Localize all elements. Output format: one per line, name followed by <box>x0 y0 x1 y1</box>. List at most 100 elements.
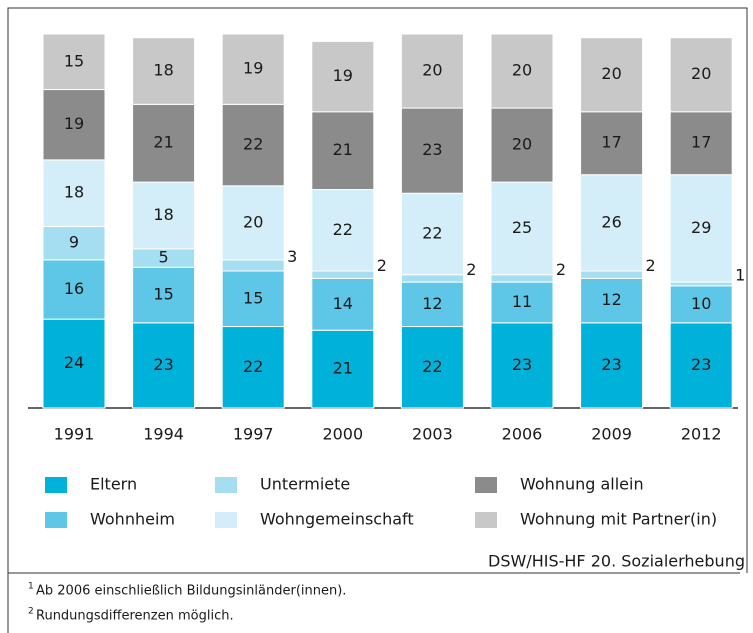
value-label: 23 <box>512 355 532 374</box>
bar-segment <box>580 111 644 176</box>
value-label: 21 <box>153 133 173 152</box>
bar-segment <box>311 329 375 409</box>
bar-segment <box>311 40 375 113</box>
legend-swatch <box>45 477 67 493</box>
value-label: 18 <box>64 183 84 202</box>
value-label: 25 <box>512 218 532 237</box>
bar-segment <box>221 185 285 261</box>
bar-segment <box>221 259 285 272</box>
frame <box>7 7 748 633</box>
x-tick-label: 2000 <box>322 425 363 444</box>
bar-segment <box>221 270 285 328</box>
footnote: Ab 2006 einschließlich Bildungsinländer(… <box>36 584 346 599</box>
bar-segment <box>132 322 196 409</box>
bar-segment <box>132 181 196 250</box>
value-label: 20 <box>601 64 621 83</box>
bar-segment <box>669 285 733 324</box>
value-label: 26 <box>601 212 621 231</box>
x-tick-label: 2003 <box>412 425 453 444</box>
value-label: 20 <box>243 212 263 231</box>
value-label: 15 <box>64 51 84 70</box>
bar-segment <box>42 226 106 261</box>
value-label: 18 <box>153 205 173 224</box>
value-label: 9 <box>69 233 79 252</box>
value-label: 23 <box>601 355 621 374</box>
bar-segment <box>221 326 285 409</box>
value-label: 21 <box>333 359 353 378</box>
value-label: 2 <box>466 260 476 279</box>
value-label: 12 <box>422 294 442 313</box>
bar-segment <box>400 274 464 283</box>
bar-segment <box>669 322 733 409</box>
bar-segment <box>42 318 106 409</box>
value-label: 14 <box>333 294 353 313</box>
bar-segment <box>490 281 554 324</box>
value-label: 2 <box>377 256 387 275</box>
bar-segment <box>221 103 285 187</box>
value-label: 19 <box>64 114 84 133</box>
bar-segment <box>490 107 554 183</box>
bar-segment <box>580 270 644 279</box>
value-label: 23 <box>691 355 711 374</box>
legend-swatch <box>475 512 497 528</box>
value-label: 17 <box>601 133 621 152</box>
footnote-mark: 2 <box>28 607 34 617</box>
value-label: 20 <box>422 61 442 80</box>
value-label: 22 <box>422 223 442 242</box>
bar-segment <box>580 174 644 272</box>
bar-segment <box>400 326 464 409</box>
bar-segment <box>669 281 733 287</box>
value-label: 11 <box>512 292 532 311</box>
value-label: 16 <box>64 279 84 298</box>
bar-segment <box>400 33 464 109</box>
value-label: 12 <box>601 290 621 309</box>
bar-segment <box>400 281 464 328</box>
bar-segment <box>132 103 196 183</box>
footnote: Rundungsdifferenzen möglich. <box>36 609 234 624</box>
value-label: 20 <box>512 135 532 154</box>
value-label: 19 <box>243 59 263 78</box>
bar-segment <box>132 266 196 324</box>
value-label: 2 <box>556 260 566 279</box>
legend-swatch <box>215 477 237 493</box>
bar-segment <box>490 274 554 283</box>
value-label: 20 <box>512 61 532 80</box>
value-label: 17 <box>691 133 711 152</box>
value-label: 29 <box>691 218 711 237</box>
bar-segment <box>669 111 733 176</box>
value-label: 23 <box>422 140 442 159</box>
value-label: 20 <box>691 64 711 83</box>
value-label: 3 <box>287 247 297 266</box>
legend-label: Untermiete <box>260 475 350 494</box>
bar-segment <box>400 107 464 194</box>
footnote-mark: 1 <box>28 582 34 592</box>
value-label: 15 <box>153 285 173 304</box>
value-label: 5 <box>159 248 169 267</box>
value-label: 22 <box>243 357 263 376</box>
x-tick-label: 2012 <box>681 425 722 444</box>
legend-label: Eltern <box>90 475 137 494</box>
bar-segment <box>42 159 106 228</box>
value-label: 24 <box>64 353 84 372</box>
bar-segment <box>221 33 285 105</box>
legend-swatch <box>215 512 237 528</box>
bar-segment <box>490 33 554 109</box>
value-label: 10 <box>691 294 711 313</box>
legend-label: Wohngemeinschaft <box>260 510 414 529</box>
value-label: 23 <box>153 355 173 374</box>
bar-segment <box>580 37 644 113</box>
value-label: 15 <box>243 288 263 307</box>
value-label: 22 <box>422 357 442 376</box>
legend-swatch <box>475 477 497 493</box>
bar-segment <box>132 37 196 105</box>
value-label: 19 <box>333 66 353 85</box>
value-label: 21 <box>333 140 353 159</box>
legend-swatch <box>45 512 67 528</box>
x-tick-label: 1991 <box>54 425 95 444</box>
bar-segment <box>669 37 733 113</box>
bar-segment <box>311 189 375 272</box>
legend-label: Wohnung mit Partner(in) <box>520 510 717 529</box>
x-tick-label: 1997 <box>233 425 274 444</box>
x-tick-label: 1994 <box>143 425 184 444</box>
